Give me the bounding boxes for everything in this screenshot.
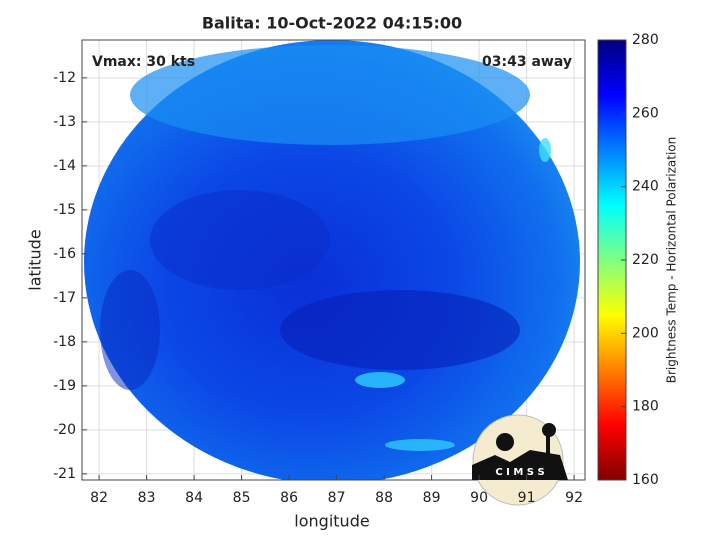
chart-title: Balita: 10-Oct-2022 04:15:00 [202, 14, 462, 33]
colorbar-tick-label: 260 [632, 105, 659, 121]
colorbar-tick-label: 240 [632, 179, 659, 195]
y-tick-label: -14 [53, 158, 76, 174]
x-tick-label: 91 [518, 490, 536, 506]
plot-frame [81, 39, 586, 481]
colorbar-tick-label: 180 [632, 399, 659, 415]
y-tick-label: -15 [53, 202, 76, 218]
y-tick-label: -12 [53, 70, 76, 86]
annotation: 03:43 away [482, 54, 572, 70]
x-tick-label: 89 [423, 490, 441, 506]
x-tick-label: 86 [280, 490, 298, 506]
logo-text: C I M S S [495, 467, 544, 478]
colorbar-tick-label: 280 [632, 32, 659, 48]
y-tick-label: -18 [53, 334, 76, 350]
x-axis-label: longitude [294, 512, 369, 531]
x-tick-label: 88 [375, 490, 393, 506]
colorbar-tick-label: 220 [632, 252, 659, 268]
colorbar-label: Brightness Temp - Horizontal Polarizatio… [665, 137, 679, 384]
x-tick-label: 84 [185, 490, 203, 506]
y-tick-label: -21 [53, 466, 76, 482]
y-tick-label: -16 [53, 246, 76, 262]
x-tick-label: 85 [233, 490, 251, 506]
y-tick-label: -13 [53, 114, 76, 130]
x-tick-label: 92 [565, 490, 583, 506]
x-tick-label: 82 [90, 490, 108, 506]
y-tick-label: -17 [53, 290, 76, 306]
y-axis-label: latitude [26, 229, 45, 290]
x-tick-label: 83 [138, 490, 156, 506]
y-tick-label: -19 [53, 378, 76, 394]
colorbar-tick-label: 160 [632, 472, 659, 488]
swath [84, 40, 580, 480]
y-tick-label: -20 [53, 422, 76, 438]
annotation: Vmax: 30 kts [92, 54, 195, 70]
colorbar-tick-label: 200 [632, 325, 659, 341]
logo: C I M S S [472, 414, 568, 506]
x-tick-label: 90 [470, 490, 488, 506]
x-tick-label: 87 [328, 490, 346, 506]
